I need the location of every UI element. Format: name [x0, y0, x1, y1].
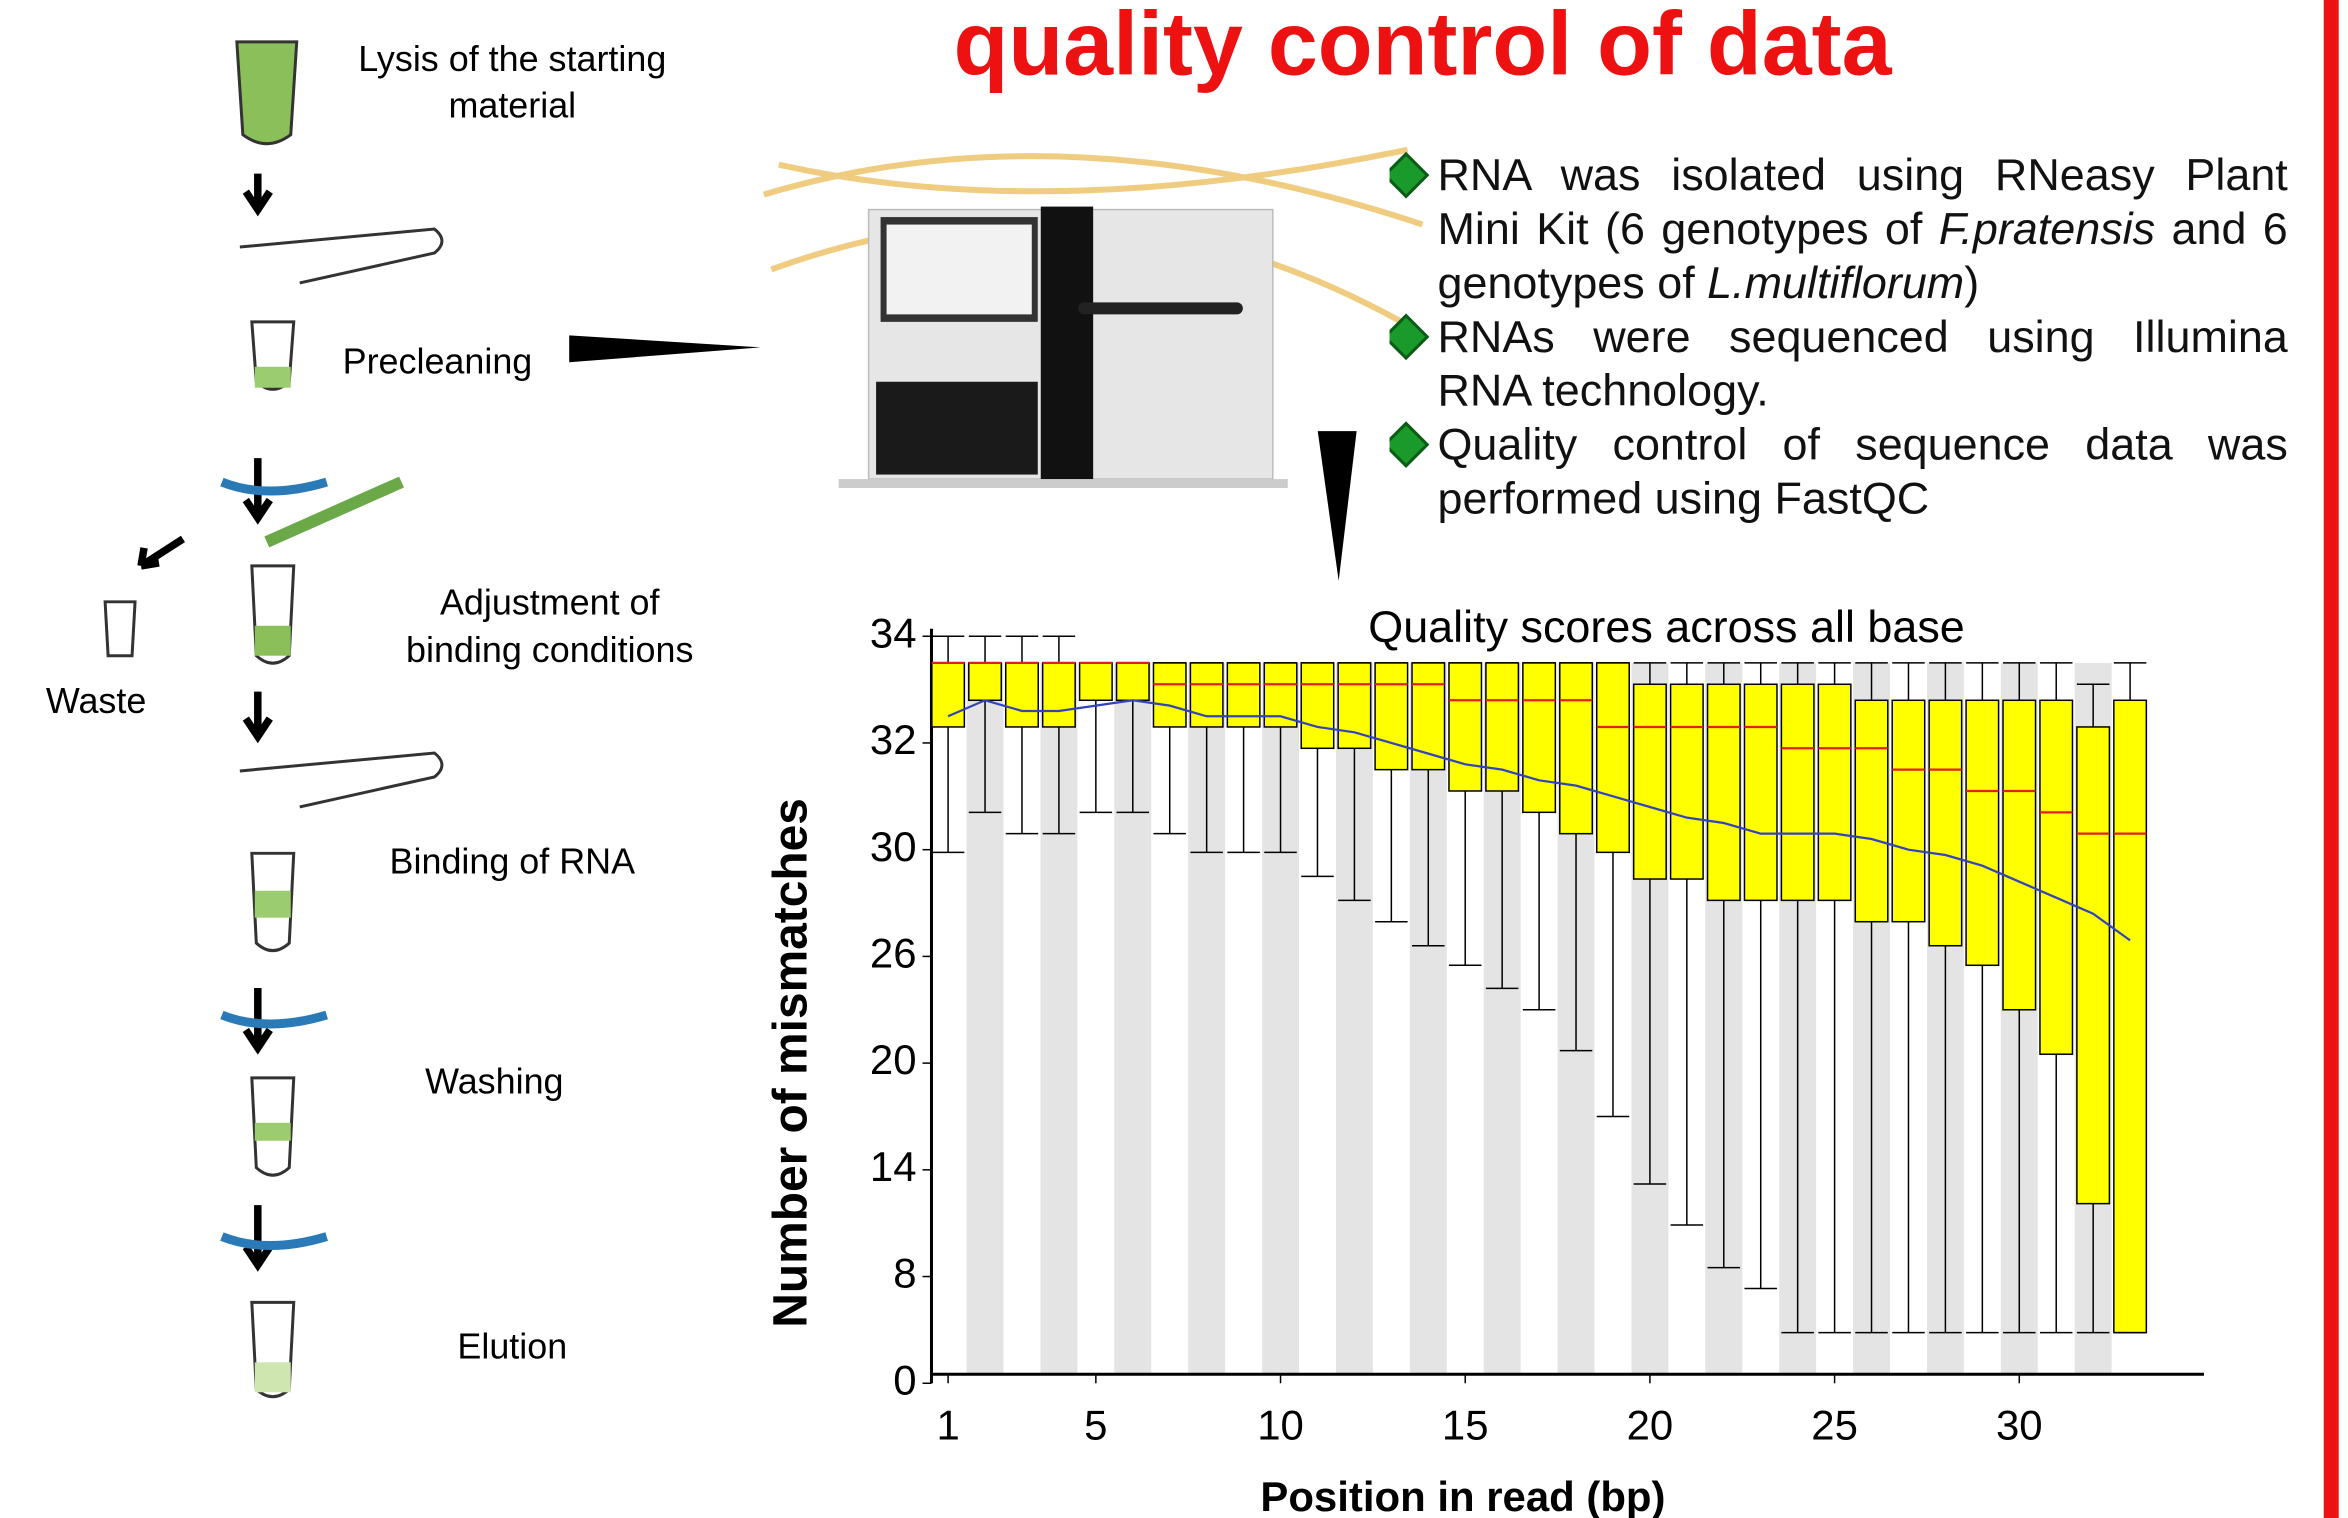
y-tick-label: 14: [870, 1143, 917, 1190]
y-axis-label: Number of mismatches: [764, 798, 817, 1328]
x-tick-label: 1: [936, 1401, 959, 1448]
step-label: material: [448, 84, 576, 125]
box: [1004, 662, 1039, 728]
step-label: binding conditions: [406, 629, 693, 670]
arrow: [1317, 431, 1357, 581]
x-tick-label: 10: [1257, 1401, 1304, 1448]
bullet-text: ): [1964, 258, 1980, 309]
bullet-list: RNA was isolated using RNeasy Plant Mini…: [1390, 150, 2288, 527]
box: [1115, 662, 1150, 702]
box: [2039, 699, 2074, 1055]
protocol-diagram: [103, 40, 761, 1399]
box: [1669, 683, 1704, 880]
bullet-box: RNA was isolated using RNeasy Plant Mini…: [1390, 150, 2288, 539]
y-tick-label: 32: [870, 716, 917, 763]
step-label: Binding of RNA: [390, 840, 636, 881]
bullet-text: and 6 genotypes of: [1437, 205, 2288, 309]
box: [1374, 662, 1409, 771]
waste-label: Waste: [46, 680, 146, 721]
step-label: Elution: [457, 1325, 567, 1366]
step-label: Lysis of the starting: [358, 38, 666, 79]
box: [1448, 662, 1483, 792]
box: [1041, 662, 1076, 728]
y-tick-label: 30: [870, 823, 917, 870]
box: [1632, 683, 1667, 880]
y-tick-label: 26: [870, 929, 917, 976]
box: [1411, 662, 1446, 771]
bullet-text: RNAs were sequenced using Illumina RNA t…: [1437, 312, 2288, 417]
x-tick-label: 30: [1996, 1401, 2043, 1448]
bullet-text: F.pratensis: [1938, 205, 2156, 255]
sequencer-image: [762, 146, 1424, 489]
box: [2113, 699, 2148, 1334]
y-tick-label: 34: [870, 609, 917, 656]
box: [1706, 683, 1741, 902]
box: [1300, 662, 1335, 750]
bullet: RNA was isolated using RNeasy Plant Mini…: [1390, 150, 2288, 312]
x-axis-label: Position in read (bp): [1260, 1473, 1665, 1518]
x-tick-label: 25: [1811, 1401, 1858, 1448]
box: [1743, 683, 1778, 902]
bullet-text: Quality control of sequence data was per…: [1437, 420, 2288, 524]
box: [1891, 699, 1926, 923]
box: [2076, 726, 2111, 1205]
box: [1522, 662, 1557, 814]
box: [1152, 662, 1187, 728]
box: [1854, 699, 1889, 923]
y-tick-label: 0: [893, 1356, 916, 1403]
box: [1928, 699, 1963, 947]
box: [1817, 683, 1852, 902]
box: [1965, 699, 2000, 967]
bullet-text: RNA was isolated using RNeasy Plant Mini…: [1437, 151, 2288, 255]
x-tick-label: 20: [1627, 1401, 1674, 1448]
chart-title: Quality scores across all base: [1368, 601, 1965, 652]
box: [1595, 662, 1630, 854]
bullet-text: L.multiflorum: [1707, 258, 1965, 309]
step-label: Adjustment of: [440, 581, 661, 622]
box: [931, 662, 966, 728]
y-tick-label: 8: [893, 1250, 916, 1297]
step-label: Precleaning: [343, 340, 533, 381]
box: [1559, 662, 1594, 835]
y-tick-label: 20: [870, 1036, 917, 1083]
box: [2002, 699, 2037, 1011]
box: [1780, 683, 1815, 902]
mean-line: [947, 699, 2131, 942]
x-tick-label: 15: [1442, 1401, 1489, 1448]
slide-title: quality control of data: [953, 0, 1892, 95]
bullet: Quality control of sequence data was per…: [1390, 419, 2288, 527]
box: [968, 662, 1003, 702]
step-label: Washing: [425, 1060, 563, 1101]
box: [1078, 662, 1113, 702]
bullet: RNAs were sequenced using Illumina RNA t…: [1390, 311, 2288, 419]
box: [1485, 662, 1520, 792]
x-tick-label: 5: [1084, 1401, 1107, 1448]
side-bar: [2323, 0, 2339, 1518]
box: [1337, 662, 1372, 750]
